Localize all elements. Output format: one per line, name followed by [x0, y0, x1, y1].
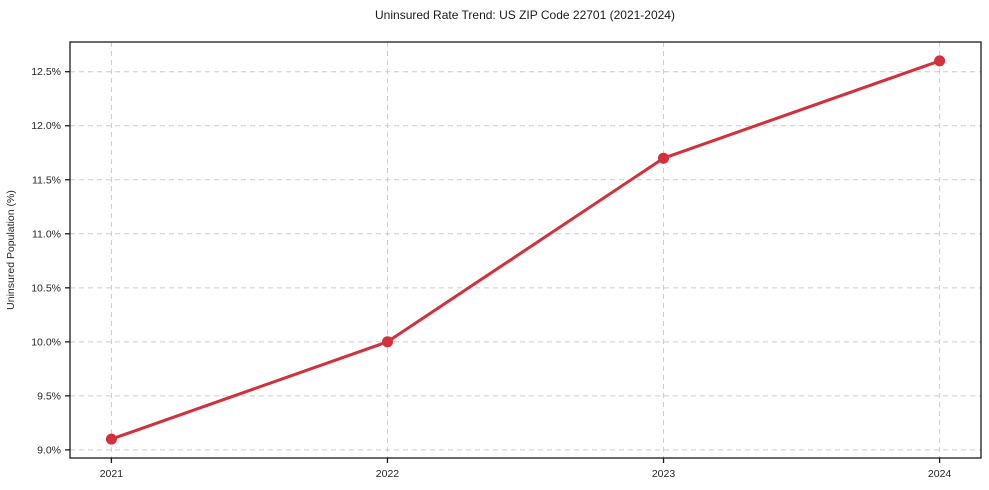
y-tick-label: 11.5% — [32, 174, 61, 186]
y-tick-label: 9.5% — [37, 390, 61, 402]
y-tick-label: 10.0% — [31, 336, 61, 348]
axes-spines — [69, 41, 982, 459]
x-tick-label: 2023 — [652, 468, 676, 480]
x-tick-label: 2024 — [928, 468, 952, 480]
data-point-marker — [934, 55, 946, 67]
y-tick-label: 9.0% — [37, 444, 61, 456]
data-point-markers — [105, 55, 946, 445]
chart-title: Uninsured Rate Trend: US ZIP Code 22701 … — [375, 8, 675, 22]
gridlines — [70, 42, 981, 458]
y-tick-label: 12.0% — [31, 120, 61, 132]
x-tick-label: 2022 — [376, 468, 400, 480]
trend-line — [109, 59, 942, 441]
x-tick-label: 2021 — [100, 468, 124, 480]
y-tick-label: 12.5% — [31, 66, 61, 78]
data-point-marker — [105, 433, 117, 445]
y-axis-label: Uninsured Population (%) — [5, 190, 17, 310]
data-point-marker — [658, 152, 669, 164]
y-tick-label: 10.5% — [31, 282, 61, 294]
tick-marks — [65, 71, 941, 463]
tick-labels: 9.0% 9.5% 10.0% 10.5% 11.0% 11.5% 12.0% 12.5% 20… — [31, 66, 951, 480]
y-tick-label: 11.0% — [32, 228, 61, 240]
data-point-marker — [382, 336, 393, 348]
